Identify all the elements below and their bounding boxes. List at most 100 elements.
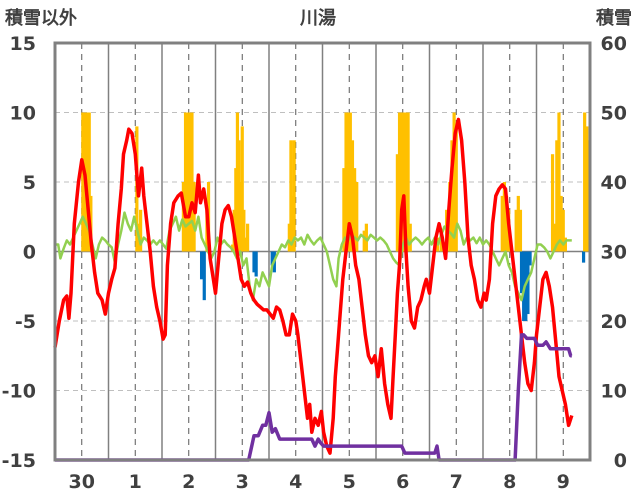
precip-bar [242, 209, 246, 252]
precip-bar [404, 112, 408, 252]
right-y-tick-label: 60 [601, 33, 627, 55]
precip-bar [190, 112, 194, 252]
precip-bar [186, 112, 190, 252]
precip-bar [350, 140, 355, 252]
precip-bar [183, 112, 188, 252]
x-tick-label: 4 [289, 471, 302, 493]
precip-bar [395, 154, 399, 252]
precip-bar [585, 126, 589, 252]
x-tick-label: 2 [182, 471, 195, 493]
precip-bar [246, 223, 250, 252]
x-tick-label: 30 [69, 471, 95, 493]
negative-bar [252, 251, 256, 273]
x-tick-label: 8 [503, 471, 516, 493]
x-tick-label: 3 [236, 471, 249, 493]
precip-bar [87, 112, 91, 252]
left-y-tick-label: 15 [10, 33, 36, 55]
precip-bar [518, 209, 523, 252]
precip-bar [397, 112, 402, 252]
precip-bar [239, 182, 243, 252]
precipitation-bars [81, 112, 591, 321]
precip-bar [362, 230, 366, 252]
temperature-line [53, 117, 574, 455]
negative-bar [270, 251, 274, 266]
precip-bar [192, 182, 196, 252]
left-y-tick-label: -5 [15, 311, 36, 333]
precip-bar [81, 112, 85, 252]
precip-bar [555, 140, 559, 252]
precip-bar [290, 195, 295, 252]
precip-bar [408, 223, 412, 252]
x-tick-label: 1 [129, 471, 142, 493]
negative-bar [199, 251, 204, 280]
x-tick-label: 9 [557, 471, 570, 493]
precip-bar [400, 112, 404, 252]
precip-bar [452, 112, 456, 252]
precip-bar [181, 182, 185, 252]
left-y-tick-label: -15 [2, 450, 36, 472]
x-tick-label: 5 [343, 471, 356, 493]
snow-depth-line [55, 333, 573, 462]
left-y-tick-label: 5 [23, 172, 36, 194]
precip-bar [346, 112, 350, 252]
precip-bar [553, 223, 557, 252]
precip-bar [504, 195, 509, 252]
precip-bar [550, 154, 555, 252]
right-y-tick-label: 50 [601, 103, 627, 125]
precip-bar [237, 140, 241, 252]
precip-bar [402, 112, 406, 252]
chart-title: 川湯 [299, 8, 336, 29]
right-y-tick-label: 40 [601, 172, 627, 194]
left-y-tick-label: -10 [2, 381, 36, 403]
precip-bar [502, 182, 506, 252]
precip-bar [139, 209, 143, 252]
precip-bar [454, 126, 458, 252]
data-lines [53, 117, 574, 462]
precip-bar [289, 140, 293, 252]
precip-bar [188, 112, 192, 252]
precip-bar [348, 112, 352, 252]
precip-bar [287, 223, 291, 252]
precip-bar [516, 195, 520, 252]
right-y-tick-labels: 0 10 20 30 40 50 60 [601, 33, 627, 472]
precip-bar [559, 195, 563, 252]
precip-bar [292, 140, 296, 252]
negative-bar [254, 251, 258, 277]
x-tick-label: 6 [396, 471, 409, 493]
right-y-tick-label: 20 [601, 311, 627, 333]
precip-bar [240, 126, 244, 252]
right-axis-label: 積雪 [595, 7, 632, 29]
precip-bar [353, 168, 357, 252]
precip-bar [234, 168, 238, 252]
precip-bar [406, 112, 410, 252]
left-y-tick-label: 0 [23, 242, 36, 264]
x-tick-labels: 30 1 2 3 4 5 6 7 8 9 [69, 471, 570, 493]
precip-bar [342, 168, 346, 252]
precip-bar [344, 112, 348, 252]
left-axis-label: 積雪以外 [4, 7, 77, 29]
left-y-tick-labels: -15 -10 -5 0 5 10 15 [2, 33, 36, 472]
precip-bar [86, 112, 90, 252]
precip-bar [450, 140, 454, 252]
negative-bar [202, 251, 206, 301]
precip-bar [557, 112, 561, 252]
negative-bar [526, 251, 530, 315]
right-y-tick-label: 10 [601, 381, 627, 403]
right-y-tick-label: 0 [614, 450, 627, 472]
negative-bar [528, 251, 532, 266]
precip-bar [500, 195, 504, 252]
green-series-line [55, 211, 572, 302]
precip-bar [364, 223, 368, 252]
precip-bar [243, 237, 248, 252]
precip-bar [514, 209, 518, 252]
negative-bar [581, 251, 586, 263]
plot-frame [53, 41, 592, 462]
precip-bar [235, 112, 240, 252]
precip-bar [561, 209, 565, 252]
precip-bar [355, 182, 359, 252]
right-y-tick-label: 30 [601, 242, 627, 264]
precip-bar [563, 237, 567, 252]
x-tick-label: 7 [450, 471, 463, 493]
precip-bar [583, 112, 587, 252]
